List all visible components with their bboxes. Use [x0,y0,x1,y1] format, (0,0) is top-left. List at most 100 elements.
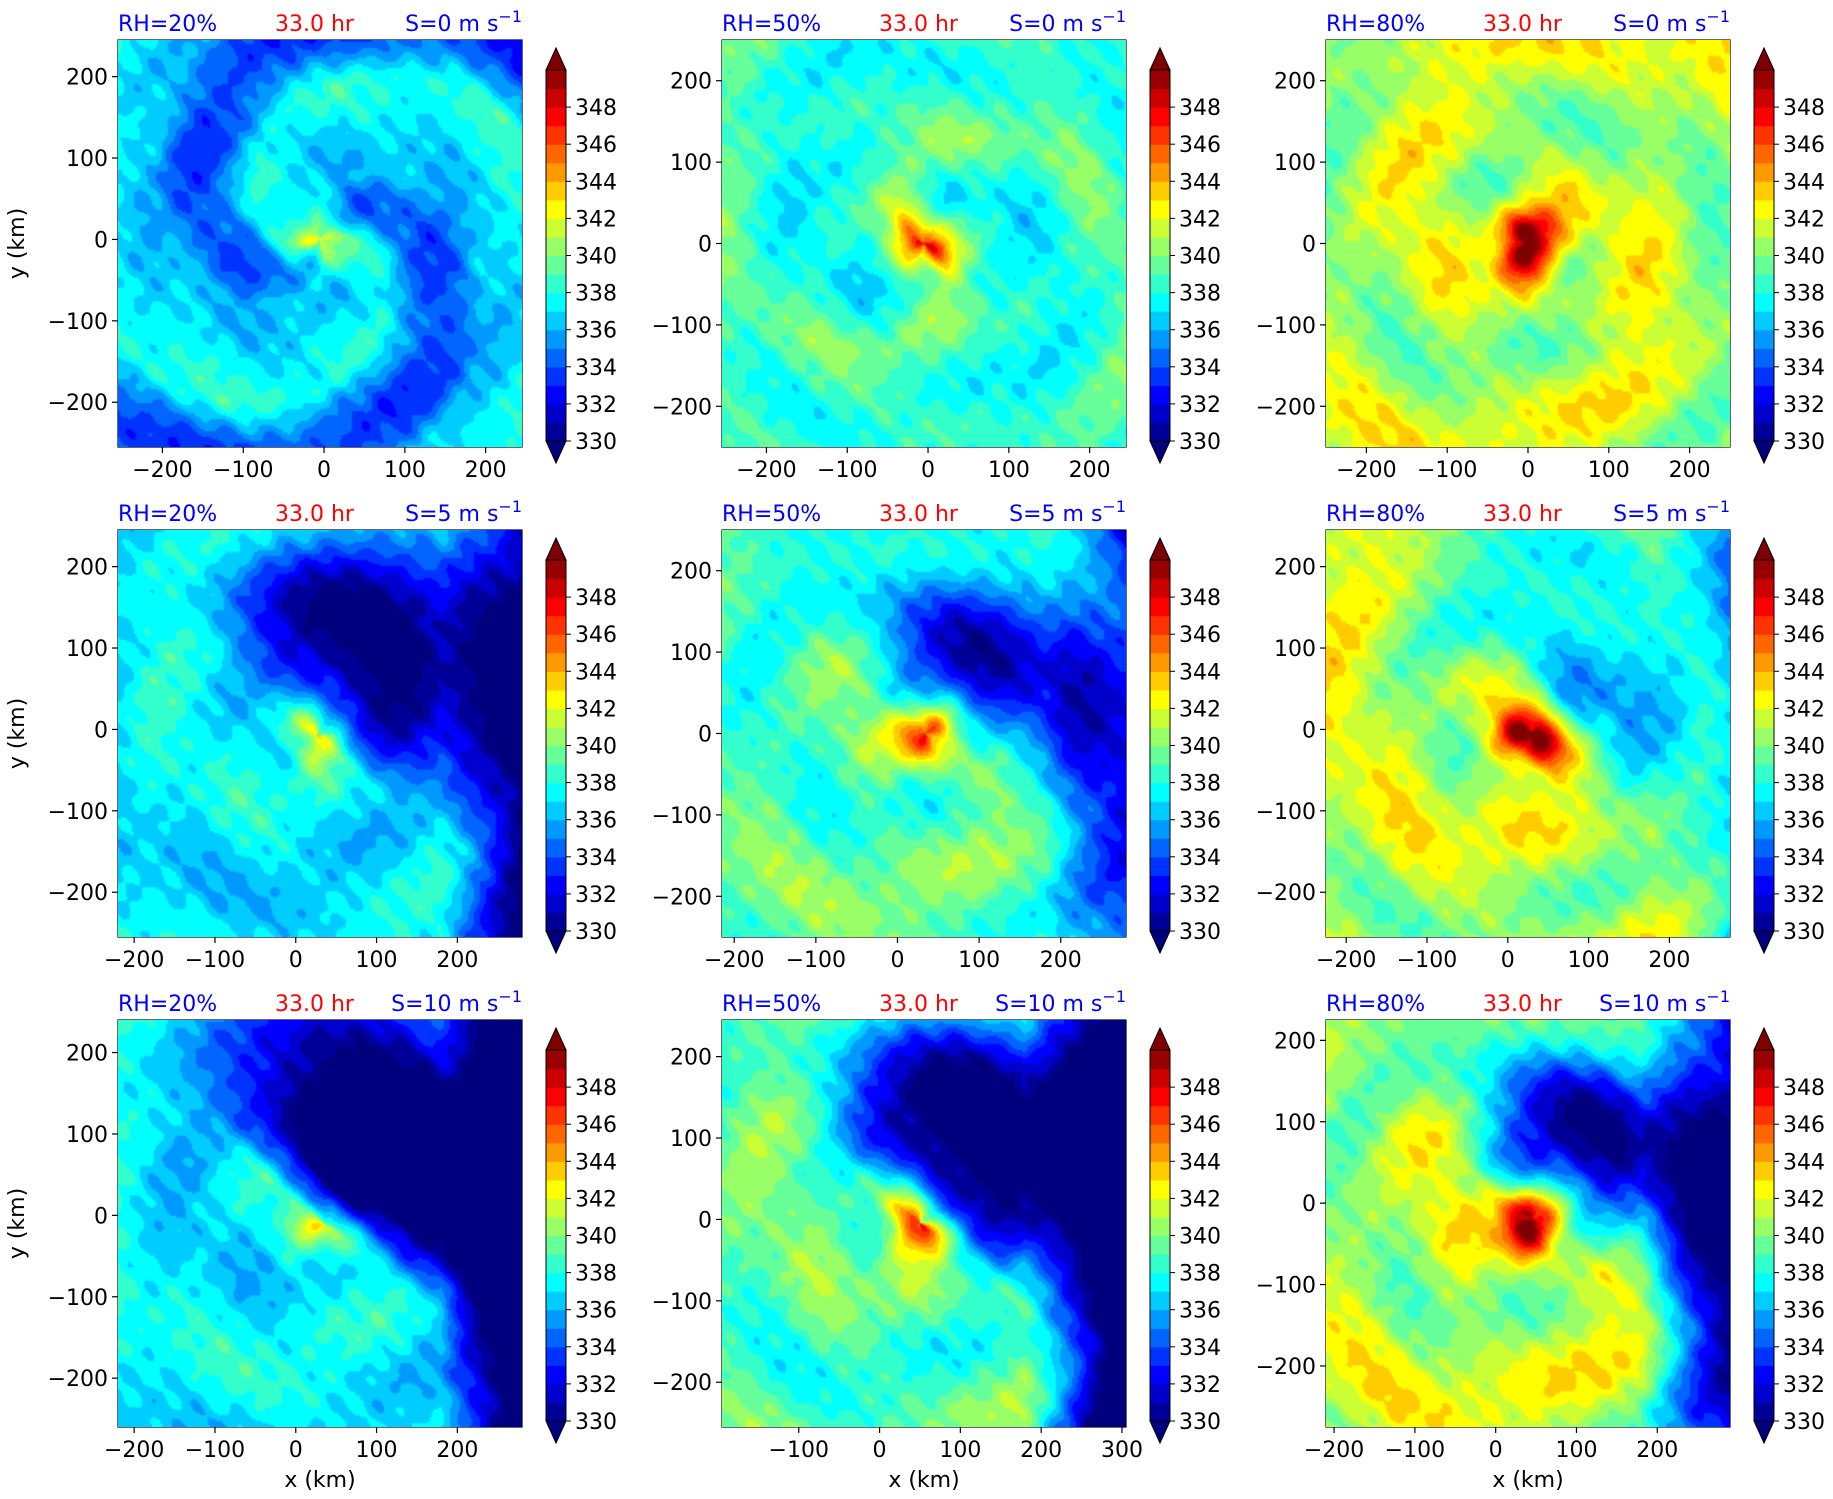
colorbar-segment [1150,578,1170,598]
panel-6: −200 −100 0 100 200 −200 −100 0 100 200 x (km) y (k… [5,987,617,1493]
colorbar-tick-label: 340 [575,1225,617,1250]
colorbar-extend-min [1753,1420,1775,1445]
colorbar-segment [1150,1365,1170,1385]
colorbar-segment [1150,1124,1170,1144]
colorbar-tick-label: 340 [1179,245,1221,270]
colorbar-segment [546,912,566,932]
colorbar-segment [1150,615,1170,635]
colorbar-segment [1754,1402,1774,1422]
colorbar-tick-label: 334 [575,846,617,871]
y-tick-label: 0 [698,1208,712,1233]
colorbar-segment [1150,162,1170,182]
panel-8: −200 −100 0 100 200 −200 −100 0 100 200 x (km) RH=8… [1256,987,1825,1493]
colorbar-extend-max [1753,46,1775,71]
y-tick-label: 200 [670,70,712,95]
colorbar-segment [1150,403,1170,424]
colorbar-tick-label: 340 [1783,1225,1825,1250]
y-tick-label: −200 [652,395,712,420]
colorbar-segment [546,1105,566,1125]
colorbar-segment [1754,107,1774,127]
x-tick-label: 0 [289,948,303,973]
heatmap-field [1326,1020,1730,1427]
colorbar-segment [546,348,566,368]
panel-title-shear: S=10 m s−1 [1599,987,1730,1017]
colorbar-segment [1150,597,1170,617]
colorbar-tick-label: 336 [1783,319,1825,344]
x-tick-label: 200 [436,1438,478,1463]
colorbar-tick-label: 342 [1179,1187,1221,1212]
colorbar-segment [1754,1161,1774,1181]
y-tick-label: 200 [66,1042,108,1067]
colorbar: 330 332 334 336 338 340 342 344 346 348 [1753,536,1825,955]
colorbar-segment [1754,422,1774,442]
colorbar-segment [1150,1198,1170,1218]
colorbar-segment [1150,236,1170,257]
colorbar-segment [546,764,566,784]
colorbar-extend-min [1149,930,1171,955]
x-tick-label: −200 [104,948,164,973]
panel-title-rh: RH=80% [1326,12,1425,37]
panel-title-rh: RH=80% [1326,502,1425,527]
colorbar-segment [546,875,566,895]
x-tick-label: 100 [958,948,1000,973]
colorbar-segment [1150,255,1170,275]
y-tick-label: 0 [94,1204,108,1229]
y-tick-label: 0 [94,718,108,743]
colorbar-segment [546,144,566,164]
colorbar-segment [1754,652,1774,672]
colorbar-segment [1150,1235,1170,1255]
colorbar-segment [1150,1068,1170,1088]
x-axis-label: x (km) [888,1468,959,1493]
y-tick-label: −100 [1256,800,1316,825]
colorbar-segment [1754,708,1774,728]
colorbar-segment [1150,1309,1170,1329]
x-tick-label: −200 [704,948,764,973]
colorbar-tick-label: 348 [1783,586,1825,611]
colorbar-segment [546,199,566,219]
colorbar-segment [546,1272,566,1292]
colorbar-segment [1150,1161,1170,1181]
colorbar-segment [546,70,566,90]
colorbar-tick-label: 336 [1179,1299,1221,1324]
y-tick-label: 200 [1274,556,1316,581]
colorbar-segment [546,671,566,691]
colorbar-tick-label: 332 [1783,883,1825,908]
colorbar-segment [1754,162,1774,182]
colorbar-segment [546,1235,566,1255]
colorbar-segment [1754,1105,1774,1125]
colorbar-segment [1150,1272,1170,1292]
panel-title-shear: S=10 m s−1 [391,987,522,1017]
colorbar-segment [1754,1309,1774,1329]
colorbar-segment [1754,1179,1774,1199]
colorbar-segment [1754,1198,1774,1218]
colorbar-segment [1754,634,1774,654]
x-tick-label: 0 [873,1438,887,1463]
x-tick-label: −200 [104,1438,164,1463]
colorbar-segment [546,1365,566,1385]
x-axis-label: x (km) [1492,1468,1563,1493]
colorbar-tick-label: 340 [1179,1225,1221,1250]
x-axis-label: x (km) [284,1468,355,1493]
colorbar-segment [546,1402,566,1422]
colorbar-tick-label: 334 [1179,1336,1221,1361]
colorbar-segment [1150,181,1170,201]
colorbar: 330 332 334 336 338 340 342 344 346 348 [545,536,617,955]
panel-title-rh: RH=20% [118,992,217,1017]
colorbar-segment [546,1068,566,1088]
colorbar-tick-label: 346 [575,623,617,648]
y-tick-label: 100 [1274,1111,1316,1136]
colorbar-tick-label: 336 [1179,319,1221,344]
colorbar-tick-label: 346 [1179,623,1221,648]
panel-title-rh: RH=80% [1326,992,1425,1017]
panel-title-time: 33.0 hr [275,12,355,37]
heatmap-field [1326,530,1730,937]
colorbar-tick-label: 348 [1179,1076,1221,1101]
panel-title-time: 33.0 hr [1483,502,1563,527]
colorbar-segment [1754,801,1774,821]
colorbar-tick-label: 344 [575,1150,617,1175]
colorbar-tick-label: 340 [575,245,617,270]
colorbar-segment [546,1346,566,1366]
colorbar-segment [546,292,566,312]
colorbar: 330 332 334 336 338 340 342 344 346 348 [1149,1026,1221,1445]
